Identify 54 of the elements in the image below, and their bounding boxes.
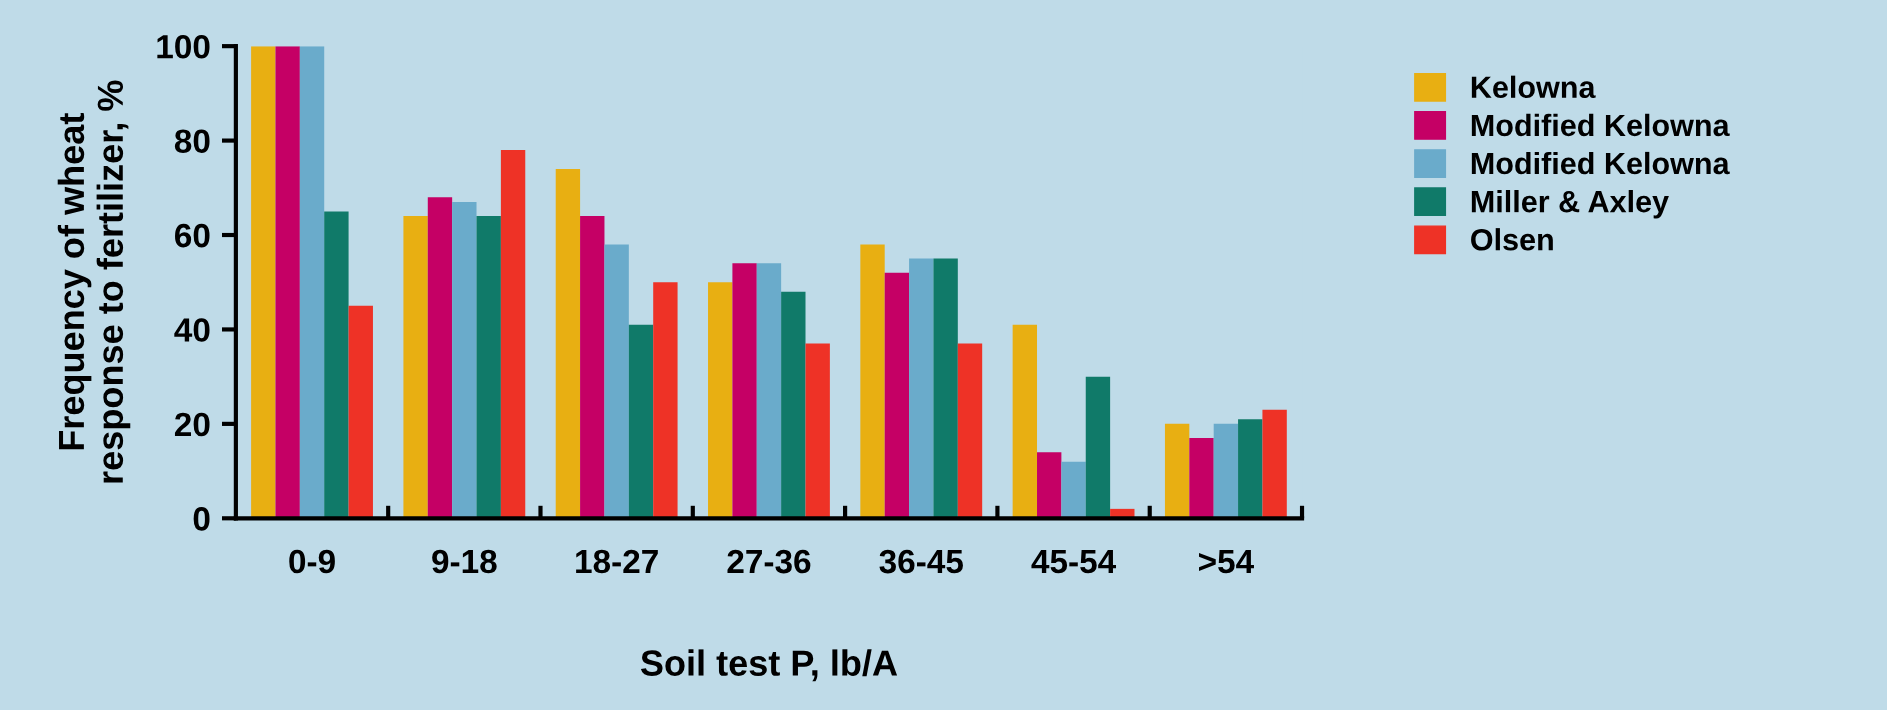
bar: [604, 244, 629, 519]
bar: [1189, 438, 1214, 519]
bar: [756, 263, 782, 519]
x-tick-label: 0-9: [289, 549, 335, 574]
legend-label: Modified Kelowna: [1471, 113, 1730, 137]
bar: [732, 263, 757, 519]
y-tick-label: 20: [174, 412, 210, 437]
bar: [884, 272, 910, 519]
x-tick-label: 45-54: [1031, 550, 1117, 574]
bar: [933, 258, 958, 519]
bar: [628, 324, 654, 519]
legend-label: Modified Kelowna: [1471, 151, 1730, 175]
bar: [1164, 423, 1190, 519]
y-tick-label: 80: [174, 129, 210, 153]
legend-label: Kelowna: [1471, 75, 1596, 99]
x-tick-label: 9-18: [432, 549, 497, 574]
bar: [500, 150, 526, 519]
bar: [403, 216, 428, 519]
bar: [1012, 324, 1038, 519]
bar: [452, 201, 477, 519]
x-tick-label: 36-45: [879, 549, 963, 574]
bar: [251, 46, 276, 519]
y-tick-label: 0: [193, 507, 210, 531]
bar: [555, 168, 581, 519]
bar: [860, 244, 885, 519]
bar: [1061, 461, 1086, 519]
y-tick-label: 100: [157, 34, 210, 59]
bar: [708, 282, 733, 519]
bar: [653, 282, 678, 519]
bar: [805, 343, 830, 519]
legend-label: Olsen: [1471, 228, 1553, 251]
bar: [1085, 376, 1111, 519]
x-tick-label: 18-27: [576, 549, 658, 574]
bar: [957, 343, 983, 519]
x-tick-label: 27-36: [727, 549, 811, 574]
y-tick-label: 40: [174, 318, 210, 342]
bar: [299, 46, 325, 519]
bar: [427, 197, 453, 519]
bar: [1238, 419, 1263, 519]
x-axis-title: Soil test P, lb/A: [640, 649, 898, 682]
bar: [1262, 409, 1287, 519]
bar: [275, 46, 300, 519]
x-tick-label: >54: [1199, 550, 1254, 574]
bar: [476, 216, 501, 519]
bar: [1213, 423, 1239, 519]
bar: [781, 291, 806, 519]
bar: [348, 305, 373, 519]
bar: [909, 258, 934, 519]
bar: [324, 211, 349, 519]
y-tick-label: 60: [175, 223, 210, 248]
bar: [1037, 452, 1062, 519]
bar: [580, 216, 605, 519]
legend-label: Miller & Axley: [1471, 190, 1669, 219]
y-axis-title: Frequency of wheat response to fertilizer, %: [57, 80, 131, 483]
